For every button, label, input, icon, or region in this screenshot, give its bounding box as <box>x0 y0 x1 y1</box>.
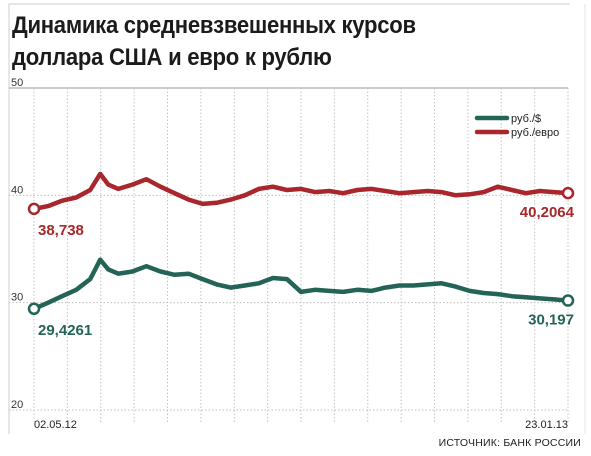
legend-label: руб./$ <box>511 113 541 125</box>
endpoint-markers: 29,4261 30,197 38,738 40,2064 <box>27 186 575 339</box>
chart-title-line-1: Динамика средневзвешенных курсов <box>12 12 416 39</box>
gridlines <box>9 87 569 422</box>
series-line <box>31 171 571 212</box>
y-tick-label: 20 <box>11 399 23 411</box>
y-tick-label: 50 <box>11 77 23 89</box>
x-axis-ticks: 02.05.12 23.01.13 <box>34 419 568 431</box>
end-point-marker <box>561 186 575 200</box>
y-tick-label: 30 <box>11 292 23 304</box>
y-tick-label: 40 <box>11 184 23 196</box>
y-axis-ticks: 20 30 40 50 <box>11 77 23 411</box>
legend-label: руб./евро <box>511 127 559 139</box>
start-point-marker <box>27 302 41 316</box>
series-lines <box>31 171 571 312</box>
series-line <box>31 257 571 312</box>
start-point-marker <box>27 202 41 216</box>
start-value-label: 29,4261 <box>38 322 92 339</box>
source-note: ИСТОЧНИК: БАНК РОССИИ <box>438 437 581 449</box>
x-tick-label: 02.05.12 <box>34 419 77 431</box>
start-value-label: 38,738 <box>38 222 84 239</box>
chart-title: Динамика средневзвешенных курсов доллара… <box>12 10 527 74</box>
end-value-label: 40,2064 <box>520 204 575 221</box>
legend: руб./$ руб./евро <box>474 113 559 139</box>
chart-title-line-2: доллара США и евро к рублю <box>12 44 332 71</box>
end-point-marker <box>561 294 575 307</box>
end-value-label: 30,197 <box>528 312 574 329</box>
x-tick-label: 23.01.13 <box>525 419 568 431</box>
